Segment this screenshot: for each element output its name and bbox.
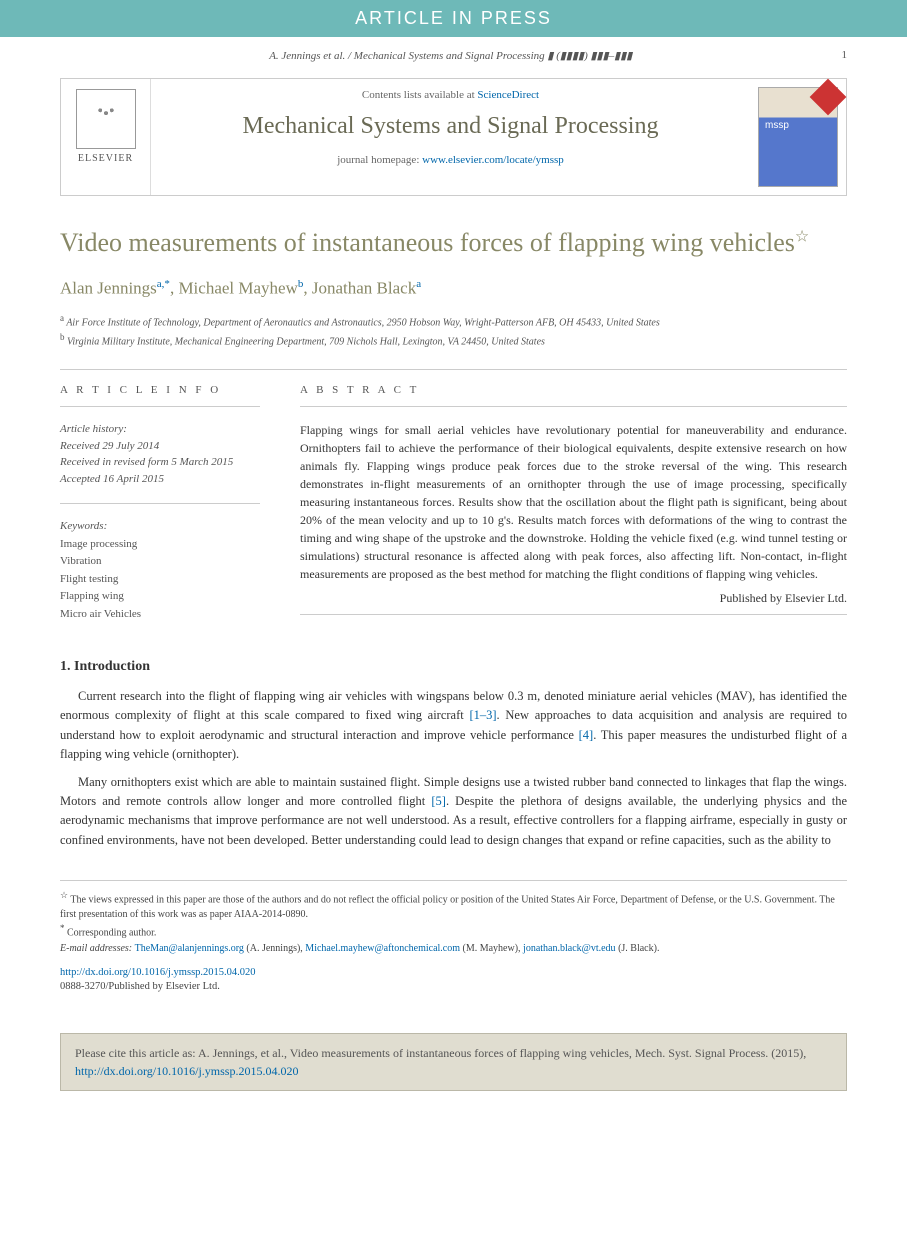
sciencedirect-link[interactable]: ScienceDirect [477,89,539,101]
abstract-column: A B S T R A C T Flapping wings for small… [300,384,847,629]
author-2-marks: b [298,278,304,290]
history-label: Article history: [60,423,127,435]
issn-line: 0888-3270/Published by Elsevier Ltd. [60,981,220,992]
homepage-link[interactable]: www.elsevier.com/locate/ymssp [422,154,564,166]
aff-mark-a: a [60,313,64,323]
title-note-mark: ☆ [795,228,809,245]
received-date: Received 29 July 2014 [60,440,159,452]
keyword-1: Image processing [60,538,137,550]
divider [300,614,847,615]
author-3: Jonathan Black [312,278,416,297]
keywords-block: Keywords: Image processing Vibration Fli… [60,518,260,624]
doi-link[interactable]: http://dx.doi.org/10.1016/j.ymssp.2015.0… [60,967,256,978]
abstract-heading: A B S T R A C T [300,384,847,396]
author-line: Alan Jenningsa,*, Michael Mayhewb, Jonat… [60,278,847,299]
keyword-4: Flapping wing [60,590,124,602]
doi-block: http://dx.doi.org/10.1016/j.ymssp.2015.0… [60,966,847,995]
article-info-column: A R T I C L E I N F O Article history: R… [60,384,260,629]
paragraph-1: Current research into the flight of flap… [60,687,847,765]
ref-link-5[interactable]: [5] [431,794,446,808]
contents-available-line: Contents lists available at ScienceDirec… [161,89,740,101]
ref-link-1-3[interactable]: [1–3] [469,708,496,722]
publisher-line: Published by Elsevier Ltd. [300,591,847,606]
accepted-date: Accepted 16 April 2015 [60,473,164,485]
keyword-5: Micro air Vehicles [60,608,141,620]
article-info-heading: A R T I C L E I N F O [60,384,260,396]
divider [60,503,260,504]
aff-mark-b: b [60,332,65,342]
email-who-3: (J. Black) [618,943,657,954]
info-abstract-row: A R T I C L E I N F O Article history: R… [60,384,847,629]
cite-doi-link[interactable]: http://dx.doi.org/10.1016/j.ymssp.2015.0… [75,1064,298,1078]
footnote-views: ☆ The views expressed in this paper are … [60,889,847,922]
cover-badge-icon [810,79,847,116]
article-body: Video measurements of instantaneous forc… [0,196,907,1015]
footnotes: ☆ The views expressed in this paper are … [60,880,847,995]
article-in-press-banner: ARTICLE IN PRESS [0,0,907,37]
footnote-emails: E-mail addresses: TheMan@alanjennings.or… [60,941,847,956]
affiliations: a Air Force Institute of Technology, Dep… [60,312,847,349]
abstract-text: Flapping wings for small aerial vehicles… [300,421,847,583]
journal-title: Mechanical Systems and Signal Processing [161,113,740,140]
running-head: A. Jennings et al. / Mechanical Systems … [0,37,907,68]
ref-link-4[interactable]: [4] [579,728,594,742]
publisher-name: ELSEVIER [71,153,140,164]
elsevier-tree-icon [76,89,136,149]
email-who-1: (A. Jennings) [246,943,300,954]
keyword-2: Vibration [60,555,102,567]
paragraph-2: Many ornithopters exist which are able t… [60,773,847,851]
email-link-2[interactable]: Michael.mayhew@aftonchemical.com [305,943,460,954]
keyword-3: Flight testing [60,573,118,585]
title-text: Video measurements of instantaneous forc… [60,228,795,257]
email-link-1[interactable]: TheMan@alanjennings.org [135,943,244,954]
contents-prefix: Contents lists available at [362,89,477,101]
article-title: Video measurements of instantaneous forc… [60,226,847,260]
footnote-corr: * Corresponding author. [60,922,847,940]
running-head-text: A. Jennings et al. / Mechanical Systems … [269,50,632,62]
keywords-label: Keywords: [60,518,260,536]
cite-prefix: Please cite this article as: A. Jennings… [75,1046,806,1060]
author-2: Michael Mayhew [178,278,297,297]
affiliation-a: a Air Force Institute of Technology, Dep… [60,312,847,330]
author-1: Alan Jennings [60,278,157,297]
section-1-heading: 1. Introduction [60,659,847,675]
journal-header-box: ELSEVIER Contents lists available at Sci… [60,78,847,196]
author-1-marks: a,* [157,278,170,290]
affiliation-b: b Virginia Military Institute, Mechanica… [60,331,847,349]
cover-abbr: mssp [765,120,789,131]
revised-date: Received in revised form 5 March 2015 [60,456,233,468]
homepage-line: journal homepage: www.elsevier.com/locat… [161,154,740,166]
aff-text-b: Virginia Military Institute, Mechanical … [67,336,545,347]
journal-cover-thumb: mssp [758,87,838,187]
divider [300,406,847,407]
author-3-marks: a [416,278,421,290]
citation-box: Please cite this article as: A. Jennings… [60,1033,847,1091]
divider [60,369,847,370]
divider [60,406,260,407]
views-text: The views expressed in this paper are th… [60,894,835,920]
email-label: E-mail addresses: [60,943,135,954]
corr-text: Corresponding author. [67,928,156,939]
elsevier-logo-block: ELSEVIER [61,79,151,195]
aff-text-a: Air Force Institute of Technology, Depar… [66,318,659,329]
page-number: 1 [842,49,848,61]
article-history: Article history: Received 29 July 2014 R… [60,421,260,487]
homepage-prefix: journal homepage: [337,154,422,166]
email-link-3[interactable]: jonathan.black@vt.edu [523,943,616,954]
email-who-2: (M. Mayhew) [463,943,519,954]
journal-center: Contents lists available at ScienceDirec… [151,79,750,195]
